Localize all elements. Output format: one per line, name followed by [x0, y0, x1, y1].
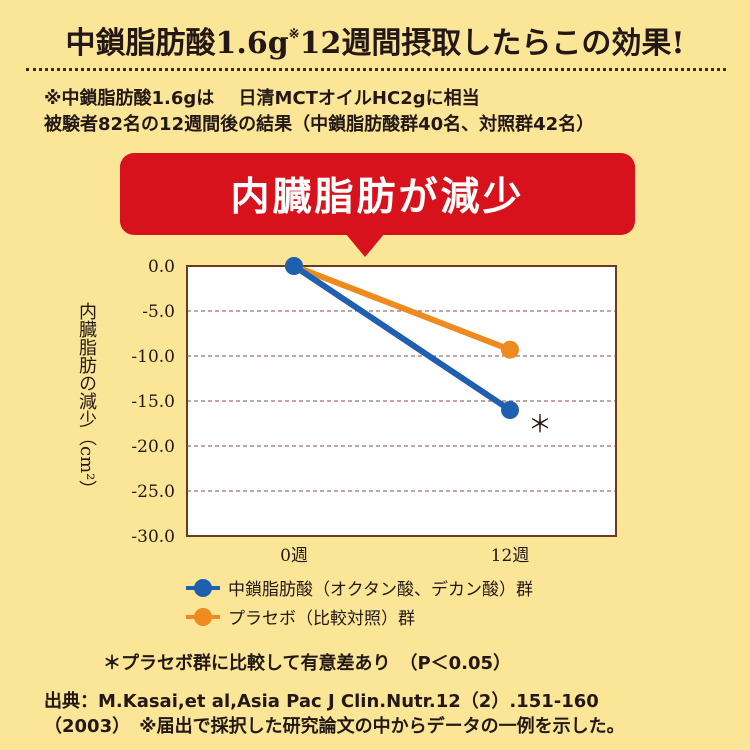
note-line-1: ※中鎖脂肪酸1.6gは 日清MCTオイルHC2gに相当 [44, 88, 480, 109]
legend-label-placebo: プラセボ（比較対照）群 [228, 609, 415, 629]
legend-swatch-blue [186, 578, 220, 598]
data-point-0-1 [501, 401, 519, 419]
legend-entry-placebo: プラセボ（比較対照）群 [186, 604, 415, 629]
x-tick-label: 0週 [280, 546, 308, 566]
y-axis-label: 内臓脂肪の減少（cm²） [76, 302, 97, 499]
legend-swatch-orange [186, 607, 220, 627]
source-line-1: 出典：M.Kasai,et al,Asia Pac J Clin.Nutr.12… [44, 691, 599, 712]
series-line-0 [291, 263, 513, 413]
headline-rest: 12週間摂取したらこの効果! [299, 26, 685, 61]
y-tick-label: -25.0 [131, 482, 175, 502]
note-line-2: 被験者82名の12週間後の結果（中鎖脂肪酸群40名、対照群42名） [44, 114, 595, 135]
series-line-1 [291, 263, 513, 353]
y-tick-label: -20.0 [131, 437, 175, 457]
headline-mark: ※ [288, 27, 300, 42]
significance-mark: ＊ [528, 410, 552, 438]
legend-label-mct: 中鎖脂肪酸（オクタン酸、デカン酸）群 [228, 580, 533, 600]
data-point-1-1 [501, 340, 519, 359]
significance-footnote: ＊プラセボ群に比較して有意差あり （P＜0.05） [103, 653, 512, 674]
x-tick-label: 12週 [491, 546, 530, 566]
legend-entry-mct: 中鎖脂肪酸（オクタン酸、デカン酸）群 [186, 575, 533, 600]
y-tick-label: -15.0 [131, 392, 175, 412]
headline-main: 中鎖脂肪酸1.6g [65, 26, 289, 61]
y-tick-label: 0.0 [148, 257, 175, 277]
source-line-2: （2003） ※届出で採択した研究論文の中からデータの一例を示した。 [44, 716, 625, 737]
dotted-divider [26, 68, 726, 71]
headline: 中鎖脂肪酸1.6g※12週間摂取したらこの効果! [0, 18, 750, 62]
result-banner: 内臓脂肪が減少 [120, 153, 635, 235]
y-tick-label: -5.0 [142, 302, 175, 322]
y-tick-label: -30.0 [131, 527, 175, 547]
banner-label: 内臓脂肪が減少 [230, 175, 525, 220]
banner-pointer [345, 233, 385, 257]
y-tick-label: -10.0 [131, 347, 175, 367]
data-point-0-0 [285, 257, 303, 275]
